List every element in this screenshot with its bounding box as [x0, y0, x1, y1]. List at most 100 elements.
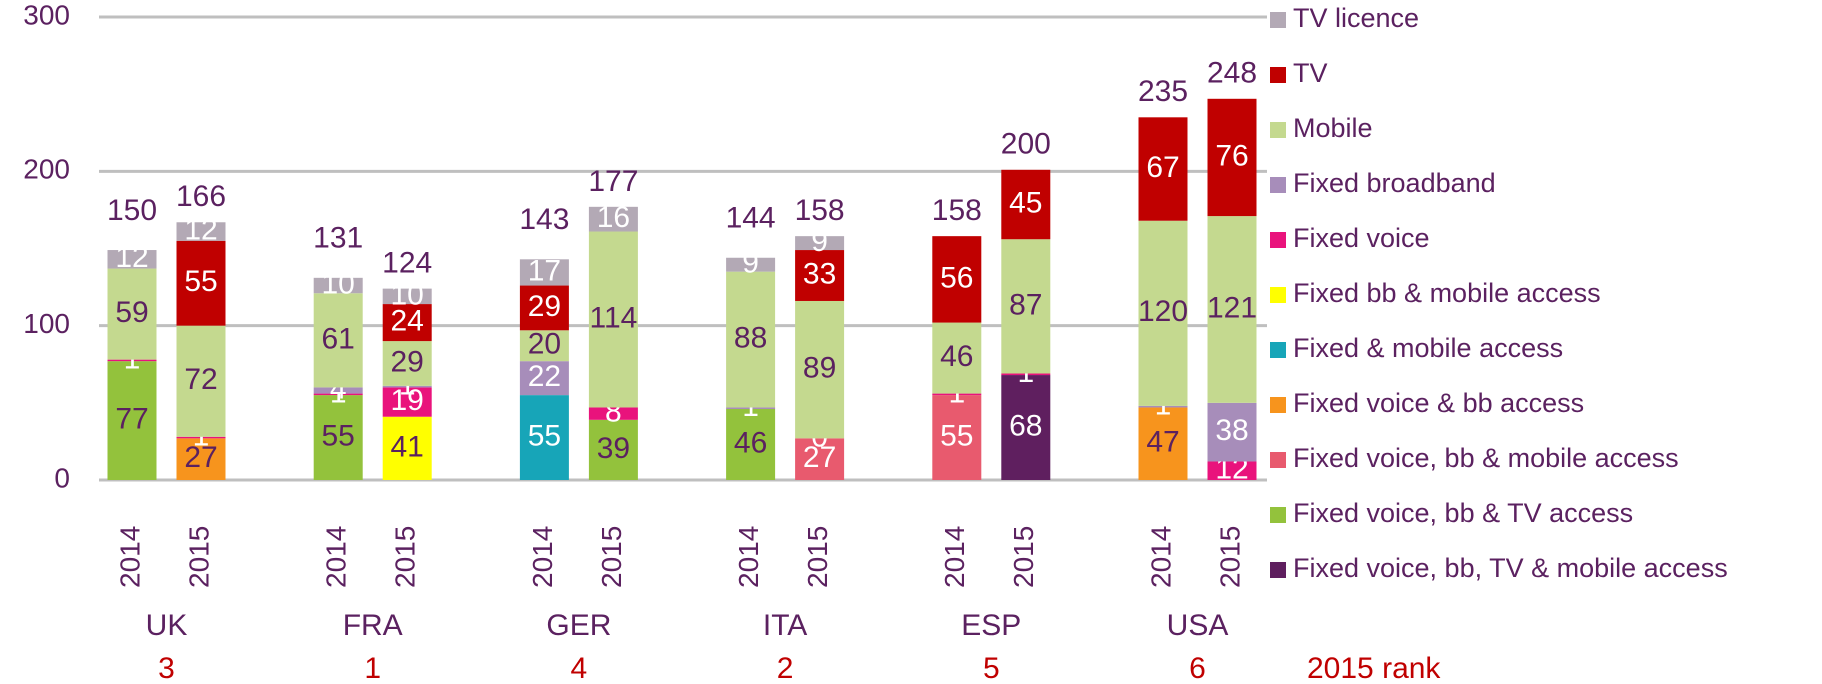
- legend-swatch: [1270, 562, 1286, 578]
- data-label: 46: [734, 426, 767, 459]
- legend-label: TV: [1293, 58, 1328, 88]
- bar-segment: [932, 393, 982, 396]
- group-label: FRA: [343, 609, 403, 642]
- bar-segment: [519, 395, 569, 480]
- rank-value: 3: [158, 652, 175, 684]
- legend-swatch: [1270, 67, 1286, 83]
- rank-value: 2: [777, 652, 794, 684]
- bar-segment: [107, 250, 157, 269]
- x-tick-label: 2015: [802, 526, 833, 588]
- data-label: 87: [1009, 288, 1042, 321]
- total-label: 131: [313, 222, 363, 255]
- bar-segment: [588, 206, 638, 232]
- bar-segment: [176, 438, 226, 480]
- group-label: USA: [1167, 609, 1229, 642]
- total-label: 158: [932, 194, 982, 227]
- legend-swatch: [1270, 452, 1286, 468]
- data-label: 29: [528, 290, 561, 323]
- total-label: 124: [382, 247, 432, 280]
- legend-swatch: [1270, 507, 1286, 523]
- bar-segment: [1138, 117, 1188, 221]
- data-label: 56: [940, 261, 973, 294]
- total-label: 235: [1138, 75, 1188, 108]
- bar-segment: [1001, 239, 1051, 374]
- group-label: UK: [146, 609, 188, 642]
- bar-segment: [726, 271, 776, 408]
- bar-segment: [726, 407, 776, 410]
- x-tick-label: 2014: [321, 526, 352, 588]
- data-label: 38: [1215, 414, 1248, 447]
- data-label: 20: [528, 328, 561, 361]
- bar-segment: [588, 231, 638, 408]
- data-label: 10: [322, 267, 355, 300]
- bar-segment: [795, 250, 845, 301]
- bar-segment: [726, 257, 776, 272]
- x-tick-label: 2014: [939, 526, 970, 588]
- x-tick-label: 2014: [114, 526, 145, 588]
- bar-segment: [1001, 373, 1051, 376]
- bar-segment: [519, 330, 569, 362]
- bar-segment: [1138, 407, 1188, 480]
- bar-segment: [382, 416, 432, 480]
- rank-value: 6: [1189, 652, 1206, 684]
- rank-label: 2015 rank: [1307, 652, 1441, 684]
- legend-label: Fixed broadband: [1293, 168, 1496, 198]
- bar-segment: [382, 385, 432, 388]
- data-label: 67: [1146, 151, 1179, 184]
- data-label: 17: [528, 254, 561, 287]
- total-label: 166: [176, 180, 226, 213]
- bar-segment: [795, 236, 845, 251]
- bar-segment: [519, 361, 569, 396]
- data-label: 9: [811, 225, 828, 258]
- legend-label: Fixed bb & mobile access: [1293, 278, 1601, 308]
- x-tick-label: 2015: [390, 526, 421, 588]
- data-label: 55: [322, 419, 355, 452]
- y-tick-label: 0: [54, 462, 70, 493]
- data-label: 61: [322, 322, 355, 355]
- data-label: 88: [734, 321, 767, 354]
- bar-segment: [1138, 220, 1188, 406]
- data-label: 24: [391, 305, 424, 338]
- data-label: 68: [1009, 409, 1042, 442]
- rank-value: 4: [571, 652, 588, 684]
- x-tick-label: 2015: [183, 526, 214, 588]
- total-label: 150: [107, 194, 157, 227]
- bar-segment: [519, 259, 569, 286]
- data-label: 120: [1138, 295, 1188, 328]
- bar-segment: [382, 387, 432, 417]
- data-label: 29: [391, 345, 424, 378]
- bar-segment: [932, 322, 982, 394]
- legend-swatch: [1270, 12, 1286, 28]
- data-label: 16: [597, 201, 630, 234]
- data-label: 45: [1009, 186, 1042, 219]
- bar-segment: [313, 393, 363, 396]
- bar-segment: [795, 438, 845, 480]
- data-label: 22: [528, 360, 561, 393]
- bar-segment: [588, 407, 638, 420]
- data-label: 121: [1207, 291, 1257, 324]
- bar-segment: [932, 236, 982, 323]
- bar-segment: [795, 300, 845, 439]
- data-label: 33: [803, 257, 836, 290]
- data-label: 59: [115, 296, 148, 329]
- bar-segment: [107, 361, 157, 480]
- data-label: 114: [589, 301, 637, 334]
- legend-swatch: [1270, 122, 1286, 138]
- data-label: 76: [1215, 139, 1248, 172]
- data-label: 27: [803, 441, 836, 474]
- legend-swatch: [1270, 177, 1286, 193]
- data-label: 55: [184, 265, 217, 298]
- bar-segment: [313, 293, 363, 388]
- x-tick-label: 2014: [527, 526, 558, 588]
- total-label: 177: [588, 165, 638, 198]
- bar-segment: [382, 288, 432, 305]
- bar-segment: [176, 325, 226, 437]
- data-label: 19: [391, 384, 424, 417]
- bar-segment: [1207, 461, 1257, 480]
- y-tick-label: 100: [23, 308, 70, 339]
- legend-swatch: [1270, 397, 1286, 413]
- x-tick-label: 2015: [1008, 526, 1039, 588]
- legend-label: Fixed voice: [1293, 223, 1430, 253]
- group-label: ITA: [763, 609, 807, 642]
- bar-segment: [313, 395, 363, 480]
